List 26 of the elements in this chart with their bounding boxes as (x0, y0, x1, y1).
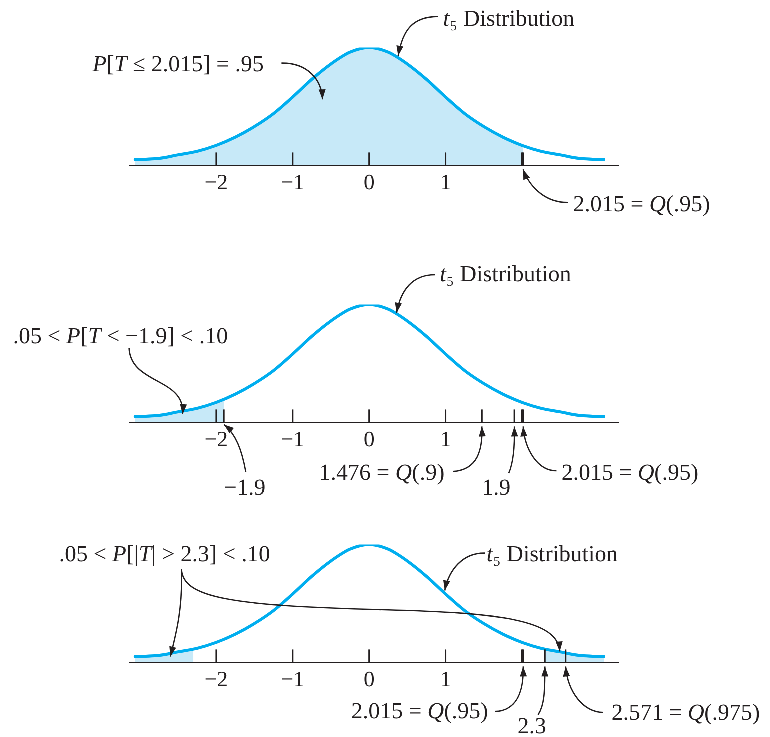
text: 1.9 (482, 475, 511, 500)
annotation: 2.3 (518, 713, 546, 737)
x-tick-label: −2 (204, 666, 228, 692)
annotation: t₅ Distribution (440, 262, 572, 287)
annotation: .05 < P[|T| > 2.3] < .10 (59, 542, 270, 567)
text: 2.015 = Q(.95) (351, 698, 488, 724)
x-tick-label: 0 (364, 170, 375, 195)
annotation: .05 < P[T < −1.9] < .10 (13, 323, 228, 348)
x-tick-label: 1 (440, 170, 452, 195)
x-tick-label: −2 (204, 170, 228, 195)
text: 1.476 = Q(.9) (319, 460, 445, 485)
x-tick-label: −1 (281, 666, 305, 692)
text: 2.015 = Q(.95) (562, 460, 699, 485)
annotation: 2.015 = Q(.95) (573, 192, 710, 217)
x-tick-label: −2 (204, 426, 228, 452)
annotation: −1.9 (224, 475, 266, 500)
annotation: t₅ Distribution (486, 542, 619, 567)
annotation: 2.571 = Q(.975) (612, 700, 760, 725)
x-tick-label: 0 (364, 426, 375, 452)
x-tick-label: 1 (440, 666, 452, 692)
annotation: P[T ≤ 2.015] = .95 (92, 52, 264, 77)
x-tick-label: −1 (281, 170, 305, 195)
annotation: t₅ Distribution (443, 6, 576, 32)
x-tick-label: −1 (281, 426, 305, 452)
x-tick-label: 0 (364, 666, 375, 692)
x-tick-label: 1 (440, 426, 452, 452)
